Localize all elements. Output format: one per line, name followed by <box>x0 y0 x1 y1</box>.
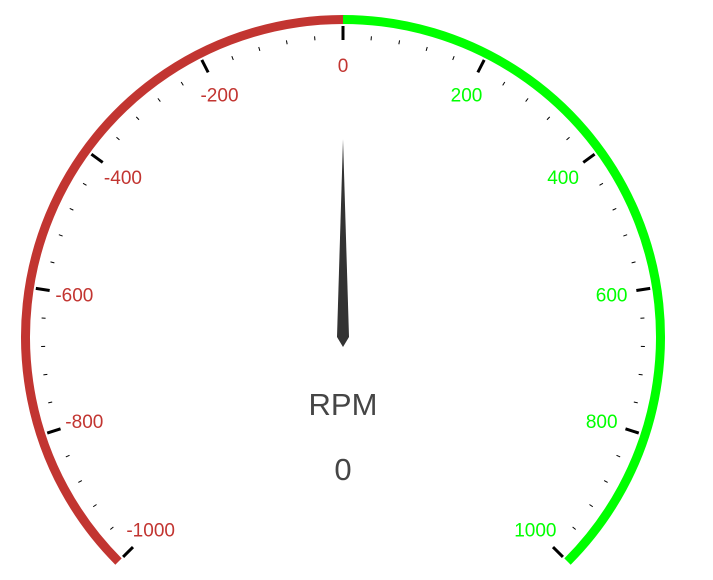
gauge-minor-tick <box>135 116 140 121</box>
gauge-major-tick <box>46 427 61 435</box>
gauge-minor-tick <box>603 480 608 483</box>
gauge-minor-tick <box>65 454 70 458</box>
gauge-band-layer <box>21 15 665 565</box>
gauge-minor-tick <box>623 234 628 237</box>
gauge-band-positive <box>342 15 665 565</box>
gauge-major-tick <box>476 59 486 74</box>
gauge-minor-tick <box>546 116 551 121</box>
gauge-minor-tick <box>452 56 455 61</box>
gauge-minor-tick <box>631 261 636 264</box>
gauge-minor-tick <box>69 207 74 211</box>
gauge-major-tick <box>625 427 640 435</box>
gauge-tick-label: -600 <box>55 285 93 306</box>
gauge-band-negative <box>21 15 344 565</box>
gauge-tick-label-layer: -1000 -800 -600 -400 -200 0 200 400 600 800 1000 <box>55 56 627 541</box>
gauge-tick-label: 400 <box>547 168 579 189</box>
gauge-tick-label: 1000 <box>514 520 556 541</box>
gauge-minor-tick <box>398 40 401 45</box>
gauge-tick-label: -400 <box>104 168 142 189</box>
gauge-minor-tick <box>48 401 53 404</box>
gauge-minor-tick <box>566 136 570 141</box>
gauge-minor-tick <box>502 81 506 86</box>
gauge-tick-label: 200 <box>451 86 483 107</box>
gauge-major-tick <box>551 545 564 558</box>
gauge-minor-tick <box>78 480 83 483</box>
gauge-major-tick <box>200 59 210 74</box>
gauge-tick-layer <box>35 26 651 558</box>
gauge-tick-label: 600 <box>596 285 628 306</box>
gauge-minor-tick <box>638 373 643 376</box>
gauge-major-tick <box>582 152 596 164</box>
gauge-minor-tick <box>92 504 97 508</box>
gauge-minor-tick <box>116 136 120 141</box>
gauge-value: 0 <box>334 452 351 487</box>
gauge-minor-tick <box>50 261 55 264</box>
gauge-major-tick <box>90 152 104 164</box>
gauge-tick-label: 800 <box>586 412 618 433</box>
gauge-tick-label: -1000 <box>126 520 175 541</box>
gauge-needle-layer <box>337 139 349 347</box>
gauge-minor-tick <box>525 98 529 102</box>
gauge-minor-tick <box>612 207 617 211</box>
gauge-tick-label: -800 <box>65 412 103 433</box>
gauge-minor-tick <box>425 46 428 51</box>
gauge-minor-tick <box>285 40 288 45</box>
gauge-minor-tick <box>82 182 87 186</box>
gauge-minor-tick <box>616 454 621 458</box>
gauge-minor-tick <box>180 81 184 86</box>
gauge-major-tick <box>636 286 651 293</box>
gauge-minor-tick <box>231 56 234 61</box>
gauge-tick-label: -200 <box>200 86 238 107</box>
gauge-minor-tick <box>589 504 594 508</box>
gauge-title: RPM <box>309 387 378 422</box>
gauge-minor-tick <box>58 234 63 237</box>
gauge-needle <box>337 139 349 347</box>
gauge-major-tick <box>122 545 135 558</box>
gauge-minor-tick <box>43 373 48 376</box>
gauge-tick-label: 0 <box>338 56 349 77</box>
gauge-major-tick <box>35 286 50 293</box>
gauge-minor-tick <box>109 526 114 530</box>
gauge-minor-tick <box>599 182 604 186</box>
gauge-minor-tick <box>258 46 261 51</box>
gauge-minor-tick <box>572 526 577 530</box>
gauge-minor-tick <box>633 401 638 404</box>
gauge-minor-tick <box>157 98 161 102</box>
